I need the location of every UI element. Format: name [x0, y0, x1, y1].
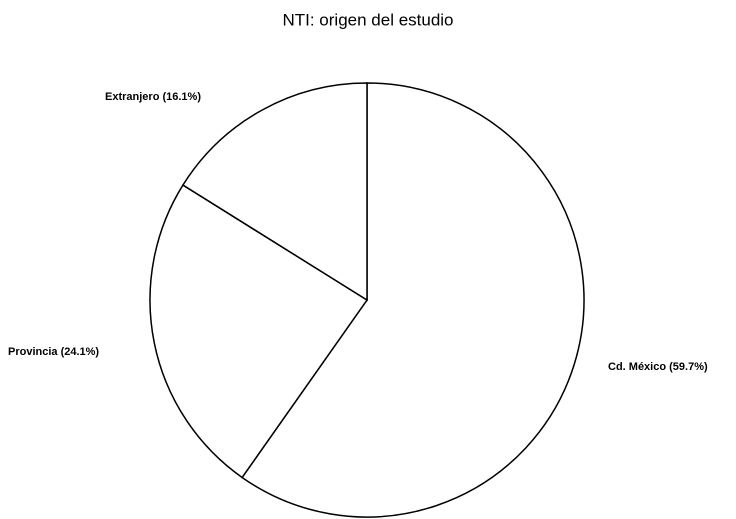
slice-label: Cd. México (59.7%) — [608, 361, 708, 373]
slice-label: Extranjero (16.1%) — [105, 91, 201, 103]
pie-slice — [181, 82, 368, 302]
chart-title: NTI: origen del estudio — [282, 10, 453, 29]
pie-slice — [149, 184, 369, 479]
slice-label: Provincia (24.1%) — [8, 346, 99, 358]
pie-slice — [241, 82, 585, 518]
